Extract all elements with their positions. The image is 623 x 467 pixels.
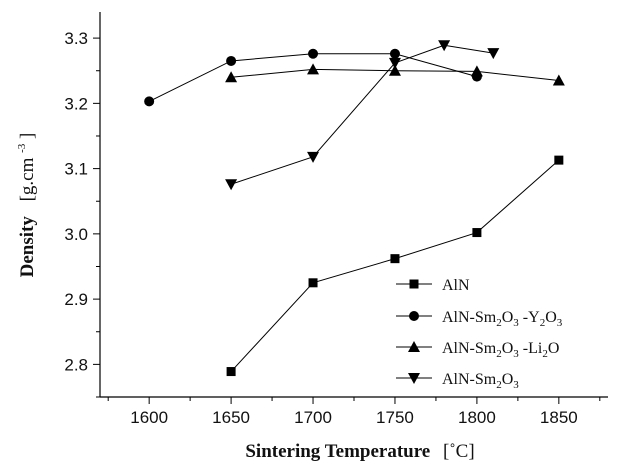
x-tick-label: 1700 (294, 408, 332, 427)
x-axis-title: Sintering Temperature [˚C] (245, 441, 474, 462)
data-point (225, 71, 238, 83)
data-point (307, 63, 320, 75)
series-line (148, 53, 478, 102)
data-point (487, 48, 500, 60)
data-point (308, 48, 319, 59)
x-tick-label: 1850 (540, 408, 578, 427)
legend-label: AlN-Sm2O3 -Y2O3 (442, 309, 563, 329)
series-layer (144, 40, 565, 377)
x-axis-ticks: 1600 1650 1700 1750 1800 1850 (107, 397, 601, 427)
x-tick-label: 1750 (376, 408, 414, 427)
data-point (389, 48, 400, 59)
data-point (307, 151, 320, 163)
data-point (226, 367, 236, 377)
legend-marker (408, 373, 420, 384)
data-point (225, 179, 238, 191)
x-tick-label: 1650 (212, 408, 250, 427)
y-axis-ticks: 2.8 2.9 3.0 3.1 3.2 3.3 (64, 29, 100, 398)
data-point (308, 278, 318, 288)
data-point (552, 74, 565, 86)
data-point (388, 64, 401, 76)
x-tick-label: 1600 (130, 408, 168, 427)
data-point (390, 254, 400, 264)
series-3 (225, 63, 565, 86)
y-axis-title: Density [g.cm -3 ] (9, 133, 38, 278)
y-tick-label: 3.0 (64, 225, 88, 244)
legend-item: AlN-Sm2O3 (396, 371, 519, 391)
legend-item: AlN-Sm2O3 -Y2O3 (396, 309, 563, 329)
series-line (230, 44, 494, 185)
data-point (226, 55, 237, 66)
legend-marker (408, 341, 420, 352)
x-tick-label: 1800 (458, 408, 496, 427)
y-tick-label: 3.1 (64, 160, 88, 179)
legend-item: AlN-Sm2O3 -Li2O (396, 340, 559, 360)
legend-item: AlN (396, 277, 470, 294)
y-tick-label: 3.2 (64, 94, 88, 113)
data-point (144, 96, 155, 107)
series-1 (226, 155, 564, 377)
data-point (438, 40, 451, 52)
data-point (470, 65, 483, 77)
y-tick-label: 2.8 (64, 355, 88, 374)
y-tick-label: 2.9 (64, 290, 88, 309)
data-point (388, 57, 401, 69)
legend: AlN AlN-Sm2O3 -Y2O3 AlN-Sm2O3 -Li2O AlN-Sm2… (396, 277, 563, 391)
legend-marker (409, 311, 419, 321)
data-point (554, 155, 564, 165)
y-tick-label: 3.3 (64, 29, 88, 48)
series-2 (144, 48, 482, 107)
legend-marker (409, 279, 419, 289)
legend-label: AlN-Sm2O3 -Li2O (442, 340, 559, 360)
legend-label: AlN-Sm2O3 (442, 371, 519, 391)
series-4 (225, 40, 500, 191)
data-point (472, 228, 482, 238)
legend-label: AlN (442, 277, 470, 294)
